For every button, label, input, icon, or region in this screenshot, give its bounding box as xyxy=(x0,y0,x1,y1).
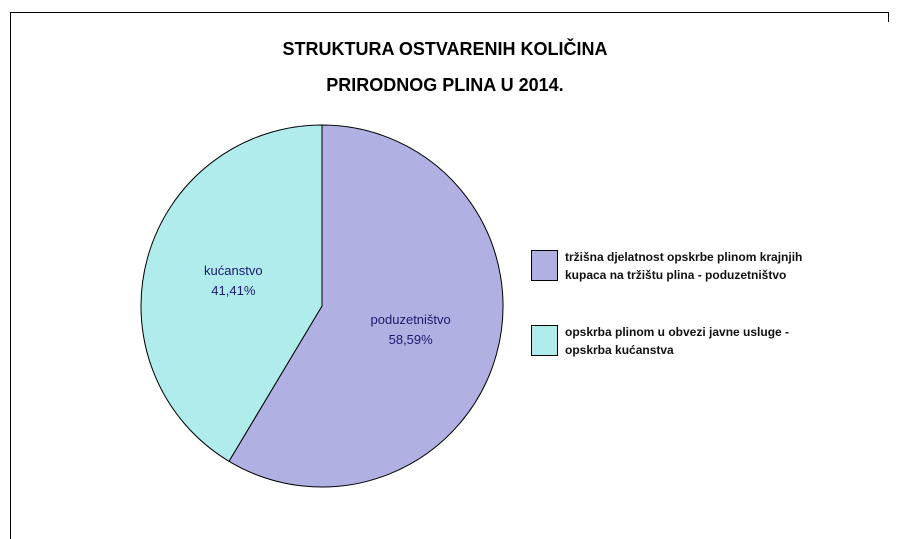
chart-title: STRUKTURA OSTVARENIH KOLIČINA xyxy=(283,38,608,59)
pie-slice xyxy=(228,124,504,488)
legend-label: kupaca na tržištu plina - poduzetništvo xyxy=(565,268,786,282)
pie-slice xyxy=(140,124,323,462)
slice-label: kućanstvo xyxy=(204,263,263,278)
legend-swatch xyxy=(531,325,558,356)
legend-swatch xyxy=(531,250,558,281)
legend-label: tržišna djelatnost opskrbe plinom krajnj… xyxy=(565,250,802,264)
slice-value-label: 58,59% xyxy=(389,332,434,347)
legend-label: opskrba plinom u obvezi javne usluge - xyxy=(565,325,789,339)
legend-label: opskrba kućanstva xyxy=(565,343,674,357)
chart-title: PRIRODNOG PLINA U 2014. xyxy=(326,75,563,95)
slice-value-label: 41,41% xyxy=(211,283,256,298)
slice-label: poduzetništvo xyxy=(371,312,451,327)
